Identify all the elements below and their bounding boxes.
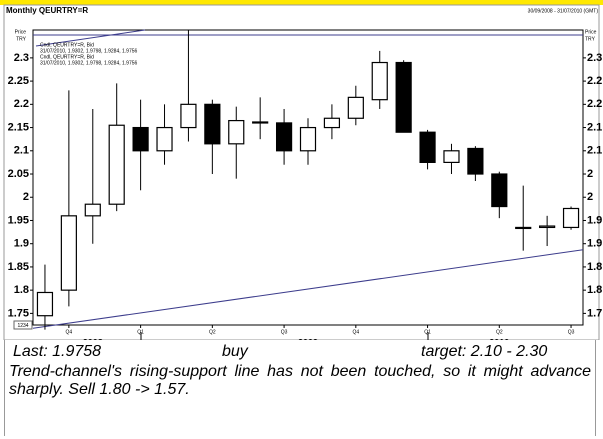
y-tick-label: 2.05 xyxy=(8,168,29,180)
y2-tick-label: 1.8 xyxy=(587,284,602,296)
date-range: 30/09/2008 - 31/07/2010 (GMT) xyxy=(528,8,599,14)
candle-body xyxy=(84,203,101,217)
candle-body xyxy=(156,126,173,152)
candle-body xyxy=(371,61,388,101)
candle-body xyxy=(539,225,556,229)
candle-body xyxy=(275,122,293,152)
candle-body xyxy=(132,126,149,152)
y-tick-label: 2 xyxy=(23,191,29,203)
candle-body xyxy=(36,291,54,317)
candle-body xyxy=(299,126,317,152)
y-tick-label: 1.9 xyxy=(14,238,29,250)
target: target: 2.10 - 2.30 xyxy=(421,343,548,360)
y2-tick-label: 2.2 xyxy=(587,98,602,110)
marker-label: 1234 xyxy=(17,323,28,329)
y-unit: TRY xyxy=(16,36,27,42)
plot-frame xyxy=(32,29,584,326)
chart: Monthly QEURTRY=R 30/09/2008 - 31/07/201… xyxy=(0,0,603,340)
y2-tick-label: 2 xyxy=(587,191,593,203)
year-label: 2010 xyxy=(489,337,509,340)
y2-tick-label: 2.1 xyxy=(587,145,602,157)
x-tick-label: Q3 xyxy=(281,329,288,335)
candle-body xyxy=(108,124,125,205)
y-tick-label: 2.3 xyxy=(14,52,29,64)
x-tick-label: Q4 xyxy=(352,329,359,335)
candle-body xyxy=(467,147,484,175)
candle-body xyxy=(562,207,580,229)
channel-diagonal xyxy=(35,29,146,47)
legend-text: 31/07/2010, 1.9302, 1.9798, 1.9284, 1.97… xyxy=(40,48,138,54)
header-bar xyxy=(0,0,603,5)
y-tick-label: 2.1 xyxy=(14,145,29,157)
y-tick-label: 1.8 xyxy=(14,284,29,296)
y-tick-label: 2.2 xyxy=(14,98,29,110)
signal: buy xyxy=(222,343,248,360)
y2-unit: TRY xyxy=(585,36,596,42)
y-label: Price xyxy=(15,29,27,35)
candle-body xyxy=(323,117,341,129)
candle-body xyxy=(252,121,269,124)
x-tick-label: Q3 xyxy=(568,329,575,335)
x-tick-label: Q1 xyxy=(137,329,144,335)
x-tick-label: Q1 xyxy=(424,329,431,335)
y-tick-label: 2.25 xyxy=(8,75,29,87)
legend-text: Cndl, QEURTRY=R, Bid xyxy=(40,54,94,60)
chart-title: Monthly QEURTRY=R xyxy=(6,6,88,15)
y2-tick-label: 2.2 xyxy=(587,75,602,87)
y2-tick-label: 2 xyxy=(587,168,593,180)
candle-body xyxy=(204,103,221,145)
marker-box xyxy=(13,320,33,330)
y2-tick-label: 1.7 xyxy=(587,307,602,319)
y-tick-label: 1.85 xyxy=(8,261,29,273)
candle-body xyxy=(419,131,436,164)
candle-body xyxy=(60,215,77,291)
notes-row: Last: 1.9758 buy target: 2.10 - 2.30 xyxy=(9,343,591,363)
chart-frame xyxy=(3,4,600,340)
x-tick-label: Q2 xyxy=(209,329,216,335)
x-tick-label: Q2 xyxy=(496,329,503,335)
y-tick-label: 2.15 xyxy=(8,121,29,133)
candle-body xyxy=(347,96,364,119)
candle-body xyxy=(395,61,412,133)
y-tick-label: 1.95 xyxy=(8,214,29,226)
y-tick-label: 1.75 xyxy=(8,307,29,319)
legend-text: 31/07/2010, 1.9302, 1.9798, 1.9284, 1.97… xyxy=(40,60,138,66)
y2-tick-label: 1.9 xyxy=(587,238,602,250)
legend-text: Cndl, QEURTRY=R, Bid xyxy=(40,42,94,48)
candle-body xyxy=(491,173,508,208)
candle-body xyxy=(443,150,460,164)
y2-tick-label: 2.1 xyxy=(587,121,602,133)
year-label: 2008 xyxy=(83,337,103,340)
y2-label: Price xyxy=(585,29,597,35)
candle-body xyxy=(180,103,197,129)
y2-tick-label: 1.9 xyxy=(587,214,602,226)
candle-body xyxy=(515,226,532,230)
candle-body xyxy=(228,119,245,145)
y2-tick-label: 2.3 xyxy=(587,52,602,64)
notes: Last: 1.9758 buy target: 2.10 - 2.30 Tre… xyxy=(4,340,596,436)
last-price: Last: 1.9758 xyxy=(13,343,102,360)
trendline xyxy=(32,249,584,329)
x-tick-label: Q4 xyxy=(66,329,73,335)
comment: Trend-channel's rising-support line has … xyxy=(9,363,591,398)
y2-tick-label: 1.8 xyxy=(587,261,602,273)
year-label: 2009 xyxy=(298,337,318,340)
